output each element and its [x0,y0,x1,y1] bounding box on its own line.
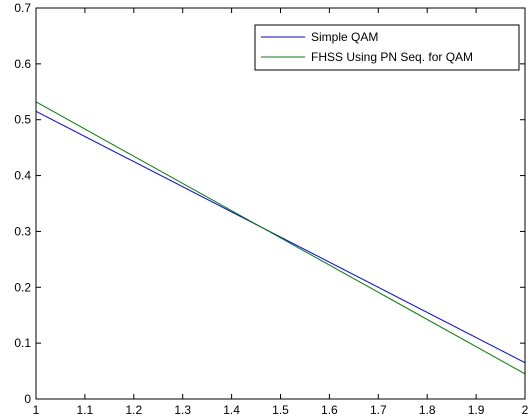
y-tick-label: 0.6 [14,57,31,71]
legend-label-fhss-pn-qam: FHSS Using PN Seq. for QAM [311,50,473,64]
plot-frame [35,7,526,400]
y-tick-label: 0.1 [14,336,31,350]
ticks-layer: 1 1.1 1.2 1.3 1.4 1.5 1.6 1.7 1.8 1.9 2 0 0.1 0.2 0.3 0… [14,1,528,417]
series-line-1 [35,101,526,375]
x-tick-label: 1.1 [77,403,94,417]
x-tick-label: 2 [522,403,528,417]
x-tick-label: 1.4 [223,403,240,417]
x-tick-label: 1.2 [125,403,142,417]
x-tick-label: 1.7 [370,403,387,417]
legend-box [254,24,520,71]
y-tick-label: 0.7 [14,1,31,15]
x-tick-label: 1.8 [419,403,436,417]
legend: Simple QAM FHSS Using PN Seq. for QAM [254,24,520,71]
x-tick-label: 1.9 [468,403,485,417]
y-tick-label: 0 [24,392,31,406]
x-tick-label: 1 [33,403,40,417]
x-tick-label: 1.6 [321,403,338,417]
x-tick-label: 1.5 [272,403,289,417]
series-layer [35,101,526,375]
series-line-0 [35,110,526,364]
y-tick-label: 0.2 [14,280,31,294]
x-tick-label: 1.3 [174,403,191,417]
y-tick-label: 0.3 [14,224,31,238]
y-tick-label: 0.5 [14,113,31,127]
legend-label-simple-qam: Simple QAM [311,30,378,44]
y-tick-label: 0.4 [14,169,31,183]
